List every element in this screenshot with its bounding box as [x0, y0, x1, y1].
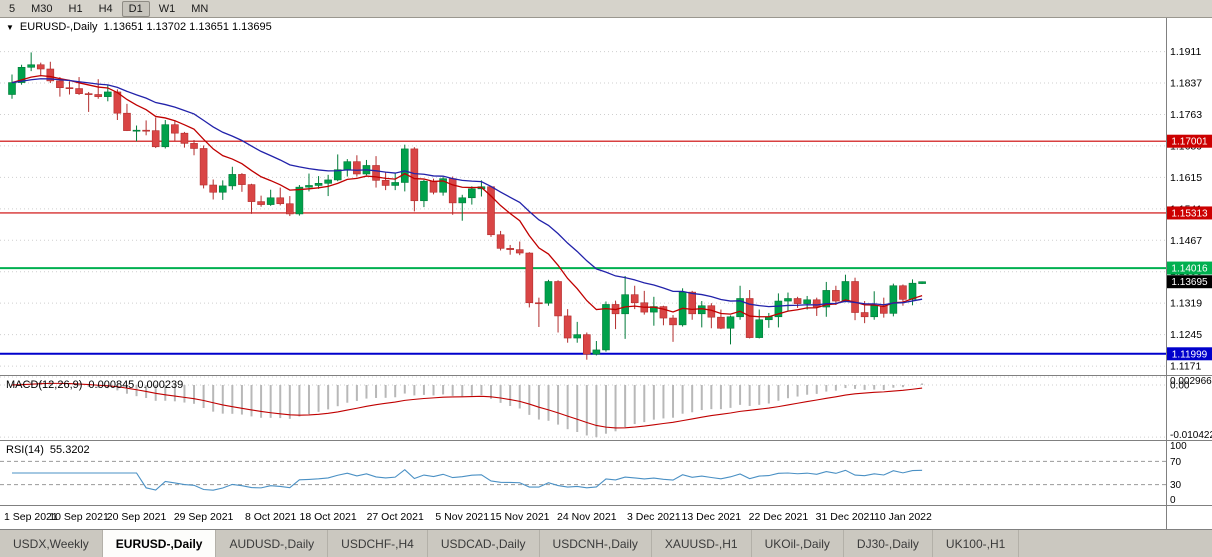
- date-tick-label: 31 Dec 2021: [816, 511, 876, 523]
- svg-text:1.13695: 1.13695: [1171, 277, 1208, 288]
- rsi-title: RSI(14): [6, 444, 44, 456]
- svg-text:1.1615: 1.1615: [1170, 172, 1202, 184]
- svg-text:100: 100: [1170, 441, 1187, 452]
- chart-window: ▼ EURUSD-,Daily 1.13651 1.13702 1.13651 …: [0, 18, 1212, 529]
- date-tick-label: 20 Sep 2021: [107, 511, 167, 523]
- date-tick-label: 8 Oct 2021: [245, 511, 296, 523]
- rsi-value: 55.3202: [50, 444, 90, 456]
- macd-indicator-panel[interactable]: MACD(12,26,9) 0.000845 0.000239 0.002966…: [0, 375, 1212, 440]
- rsi-indicator-panel[interactable]: RSI(14) 55.3202 100 70 30 0: [0, 440, 1212, 505]
- date-tick-label: 15 Nov 2021: [490, 511, 550, 523]
- macd-title: MACD(12,26,9): [6, 379, 82, 391]
- date-tick-label: 22 Dec 2021: [749, 511, 809, 523]
- timeframe-button-mn[interactable]: MN: [184, 1, 215, 17]
- svg-text:1.1171: 1.1171: [1170, 361, 1201, 373]
- macd-header: MACD(12,26,9) 0.000845 0.000239: [6, 379, 183, 391]
- date-tick-label: 18 Oct 2021: [300, 511, 357, 523]
- timeframe-button-m30[interactable]: M30: [24, 1, 59, 17]
- price-chart-panel[interactable]: ▼ EURUSD-,Daily 1.13651 1.13702 1.13651 …: [0, 18, 1212, 375]
- time-axis[interactable]: 1 Sep 202110 Sep 202120 Sep 202129 Sep 2…: [0, 505, 1212, 528]
- svg-text:1.1467: 1.1467: [1170, 235, 1202, 247]
- svg-text:1.15313: 1.15313: [1171, 208, 1208, 219]
- svg-text:1.17001: 1.17001: [1171, 137, 1208, 148]
- chart-tab-xauusd[interactable]: XAUUSD-,H1: [652, 530, 752, 557]
- date-tick-label: 13 Dec 2021: [682, 511, 742, 523]
- svg-text:70: 70: [1170, 457, 1182, 468]
- chart-tab-audusd[interactable]: AUDUSD-,Daily: [216, 530, 328, 557]
- macd-values: 0.000845 0.000239: [88, 379, 183, 391]
- chart-tab-ukoil[interactable]: UKOil-,Daily: [752, 530, 844, 557]
- chart-tab-uk100[interactable]: UK100-,H1: [933, 530, 1019, 557]
- chart-symbol-header: ▼ EURUSD-,Daily 1.13651 1.13702 1.13651 …: [6, 21, 272, 33]
- chart-tabs-bar: USDX,WeeklyEURUSD-,DailyAUDUSD-,DailyUSD…: [0, 529, 1212, 557]
- timeframe-button-d1[interactable]: D1: [122, 1, 150, 17]
- date-tick-label: 27 Oct 2021: [367, 511, 424, 523]
- date-tick-label: 5 Nov 2021: [435, 511, 489, 523]
- rsi-header: RSI(14) 55.3202: [6, 444, 90, 456]
- timeframe-button-h1[interactable]: H1: [62, 1, 90, 17]
- svg-text:0: 0: [1170, 495, 1176, 505]
- svg-text:1.1763: 1.1763: [1170, 109, 1202, 121]
- svg-text:1.1911: 1.1911: [1170, 46, 1201, 58]
- svg-text:1.14016: 1.14016: [1171, 264, 1208, 275]
- price-axis-separator: [1166, 18, 1167, 529]
- chart-tab-usdchf[interactable]: USDCHF-,H4: [328, 530, 428, 557]
- svg-text:1.1245: 1.1245: [1170, 329, 1202, 341]
- symbol-ohlc: 1.13651 1.13702 1.13651 1.13695: [104, 21, 272, 33]
- chart-tab-usdx[interactable]: USDX,Weekly: [0, 530, 103, 557]
- chart-tab-dj30[interactable]: DJ30-,Daily: [844, 530, 933, 557]
- symbol-dropdown-icon[interactable]: ▼: [6, 22, 14, 33]
- date-tick-label: 10 Sep 2021: [49, 511, 109, 523]
- svg-text:0.00: 0.00: [1170, 380, 1190, 391]
- symbol-name: EURUSD-,Daily: [20, 21, 98, 33]
- rsi-chart[interactable]: 100 70 30 0: [0, 441, 1212, 505]
- date-tick-label: 24 Nov 2021: [557, 511, 617, 523]
- date-tick-label: 29 Sep 2021: [174, 511, 234, 523]
- chart-tab-usdcad[interactable]: USDCAD-,Daily: [428, 530, 540, 557]
- chart-tab-eurusd[interactable]: EURUSD-,Daily: [103, 530, 217, 557]
- chart-tab-usdcnh[interactable]: USDCNH-,Daily: [540, 530, 652, 557]
- svg-text:1.1319: 1.1319: [1170, 298, 1202, 310]
- timeframe-toolbar: 5M30H1H4D1W1MN: [0, 0, 1212, 18]
- trading-terminal-window: 5M30H1H4D1W1MN ▼ EURUSD-,Daily 1.13651 1…: [0, 0, 1212, 557]
- timeframe-button-w1[interactable]: W1: [152, 1, 183, 17]
- candlestick-chart[interactable]: 1.19111.18371.17631.16891.16151.15411.14…: [0, 18, 1212, 375]
- svg-text:30: 30: [1170, 480, 1182, 491]
- timeframe-button-h4[interactable]: H4: [92, 1, 120, 17]
- svg-text:-0.010422: -0.010422: [1170, 430, 1212, 440]
- date-tick-label: 10 Jan 2022: [874, 511, 932, 523]
- date-tick-label: 3 Dec 2021: [627, 511, 681, 523]
- svg-text:1.11999: 1.11999: [1172, 349, 1208, 360]
- svg-text:1.1837: 1.1837: [1170, 78, 1202, 90]
- timeframe-button-5[interactable]: 5: [2, 1, 22, 17]
